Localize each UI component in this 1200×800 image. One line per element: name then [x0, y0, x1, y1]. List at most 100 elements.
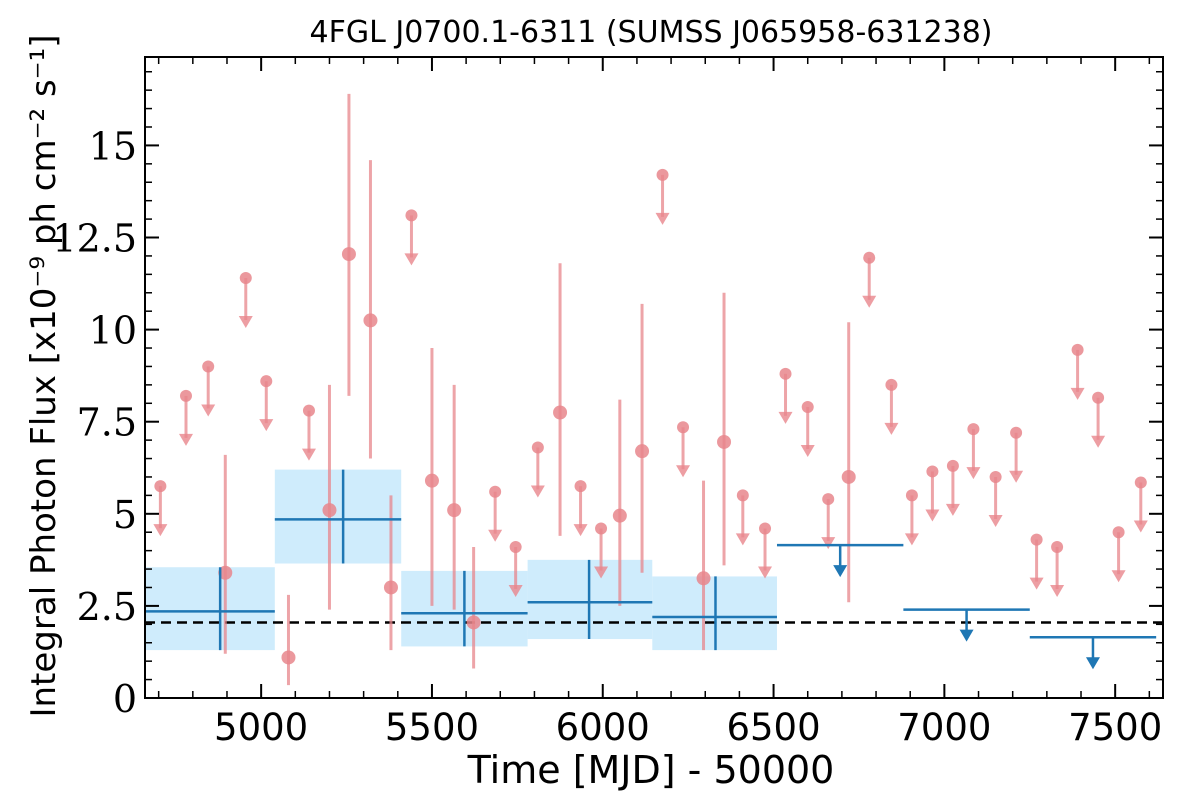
short-bin-ul-arrow-28 — [1050, 584, 1065, 597]
long-bin-band-0 — [145, 567, 275, 651]
y-axis-label: Integral Photon Flux [x10⁻⁹ ph cm⁻² s⁻¹] — [24, 34, 64, 717]
y-tick-label-3: 7.5 — [77, 401, 137, 445]
short-bin-ul-point-17 — [801, 400, 814, 413]
short-bin-ul-point-5 — [302, 404, 315, 417]
short-bin-point-10 — [612, 508, 627, 523]
short-bin-ul-arrow-13 — [676, 465, 691, 478]
short-bin-ul-arrow-21 — [904, 533, 919, 546]
axes-frame — [144, 56, 1164, 699]
x-tick-label-2: 6000 — [556, 706, 650, 749]
short-bin-point-3 — [341, 247, 356, 262]
short-bin-ul-arrow-27 — [1029, 577, 1044, 590]
short-bin-ul-arrow-11 — [594, 566, 609, 579]
short-bin-ul-arrow-3 — [238, 316, 253, 329]
short-bin-ul-point-32 — [1134, 476, 1147, 489]
chart-title: 4FGL J0700.1-6311 (SUMSS J065958-631238) — [310, 15, 993, 50]
x-tick-label-5: 7500 — [1068, 706, 1162, 749]
short-bin-series — [153, 93, 1148, 686]
short-bin-point-13 — [717, 434, 732, 449]
short-bin-ul-point-22 — [926, 465, 939, 478]
short-bin-ul-point-18 — [822, 493, 835, 506]
short-bin-ul-point-15 — [759, 522, 772, 535]
short-bin-ul-arrow-32 — [1133, 520, 1148, 533]
short-bin-ul-point-12 — [656, 168, 669, 181]
short-bin-ul-point-24 — [967, 423, 980, 436]
short-bin-ul-point-25 — [989, 470, 1002, 483]
short-bin-ul-point-26 — [1010, 426, 1023, 439]
short-bin-ul-point-9 — [531, 441, 544, 454]
long-bin-series — [145, 469, 1157, 670]
short-bin-ul-arrow-9 — [530, 485, 545, 498]
tick-labels: 5000 5500 6000 6500 7000 7500 0 2.5 5 7.5 10 12.5 15 — [52, 124, 1162, 749]
short-bin-ul-arrow-31 — [1111, 570, 1126, 583]
short-bin-ul-point-29 — [1071, 343, 1084, 356]
x-tick-label-4: 7000 — [897, 706, 991, 749]
short-bin-point-7 — [447, 503, 462, 518]
short-bin-point-12 — [696, 571, 711, 586]
x-axis-label: Time [MJD] - 50000 — [467, 748, 835, 792]
y-tick-label-6: 15 — [89, 124, 137, 168]
short-bin-ul-arrow-20 — [884, 422, 899, 435]
plot-frame — [144, 56, 1164, 699]
short-bin-ul-arrow-26 — [1009, 470, 1024, 483]
short-bin-ul-point-19 — [863, 251, 876, 264]
short-bin-ul-arrow-30 — [1091, 435, 1106, 448]
x-tick-label-3: 6500 — [726, 706, 820, 749]
y-tick-label-5: 12.5 — [52, 217, 137, 261]
y-tick-label-0: 0 — [113, 677, 137, 721]
short-bin-ul-arrow-14 — [735, 533, 750, 546]
short-bin-point-0 — [218, 565, 233, 580]
short-bin-ul-arrow-1 — [178, 433, 193, 446]
short-bin-ul-point-31 — [1112, 526, 1125, 539]
short-bin-ul-point-16 — [779, 367, 792, 380]
short-bin-ul-point-2 — [202, 360, 215, 373]
x-tick-label-1: 5500 — [385, 706, 479, 749]
short-bin-ul-point-4 — [260, 375, 273, 388]
short-bin-ul-arrow-15 — [758, 566, 773, 579]
short-bin-ul-arrow-5 — [301, 448, 316, 461]
short-bin-ul-point-23 — [946, 459, 959, 472]
short-bin-ul-point-0 — [154, 480, 167, 493]
short-bin-ul-arrow-24 — [966, 467, 981, 480]
long-bin-ul-arrow-0 — [833, 565, 848, 578]
short-bin-ul-arrow-2 — [201, 404, 216, 417]
short-bin-ul-point-1 — [179, 389, 192, 402]
long-bin-band-1 — [274, 469, 402, 564]
short-bin-ul-arrow-4 — [259, 419, 274, 432]
long-bin-ul-arrow-2 — [1085, 657, 1100, 670]
short-bin-ul-arrow-0 — [153, 524, 168, 537]
axis-ticks — [145, 57, 1163, 699]
short-bin-ul-point-21 — [905, 489, 918, 502]
short-bin-ul-point-7 — [489, 485, 502, 498]
short-bin-ul-point-10 — [574, 480, 587, 493]
short-bin-ul-arrow-16 — [778, 411, 793, 424]
short-bin-ul-point-28 — [1051, 540, 1064, 553]
x-tick-label-0: 5000 — [214, 706, 308, 749]
short-bin-ul-arrow-22 — [925, 509, 940, 522]
short-bin-ul-arrow-12 — [655, 212, 670, 225]
short-bin-ul-point-14 — [736, 489, 749, 502]
short-bin-ul-point-3 — [239, 272, 252, 285]
short-bin-ul-arrow-10 — [573, 524, 588, 537]
short-bin-ul-arrow-29 — [1070, 387, 1085, 400]
y-tick-label-1: 2.5 — [77, 585, 137, 629]
short-bin-ul-point-13 — [677, 421, 690, 434]
short-bin-point-8 — [466, 615, 481, 630]
short-bin-ul-arrow-18 — [821, 537, 836, 550]
short-bin-point-2 — [322, 503, 337, 518]
short-bin-ul-arrow-6 — [404, 253, 419, 266]
short-bin-ul-point-27 — [1030, 533, 1043, 546]
short-bin-point-6 — [424, 473, 439, 488]
short-bin-point-4 — [363, 313, 378, 328]
short-bin-ul-arrow-19 — [862, 295, 877, 308]
short-bin-point-14 — [841, 469, 856, 484]
y-tick-label-2: 5 — [113, 493, 137, 537]
short-bin-ul-arrow-25 — [988, 514, 1003, 527]
short-bin-ul-point-11 — [595, 522, 608, 535]
short-bin-ul-arrow-7 — [488, 529, 503, 542]
short-bin-ul-arrow-23 — [945, 503, 960, 516]
short-bin-point-11 — [635, 444, 650, 459]
short-bin-ul-point-30 — [1092, 391, 1105, 404]
short-bin-point-1 — [281, 650, 296, 665]
